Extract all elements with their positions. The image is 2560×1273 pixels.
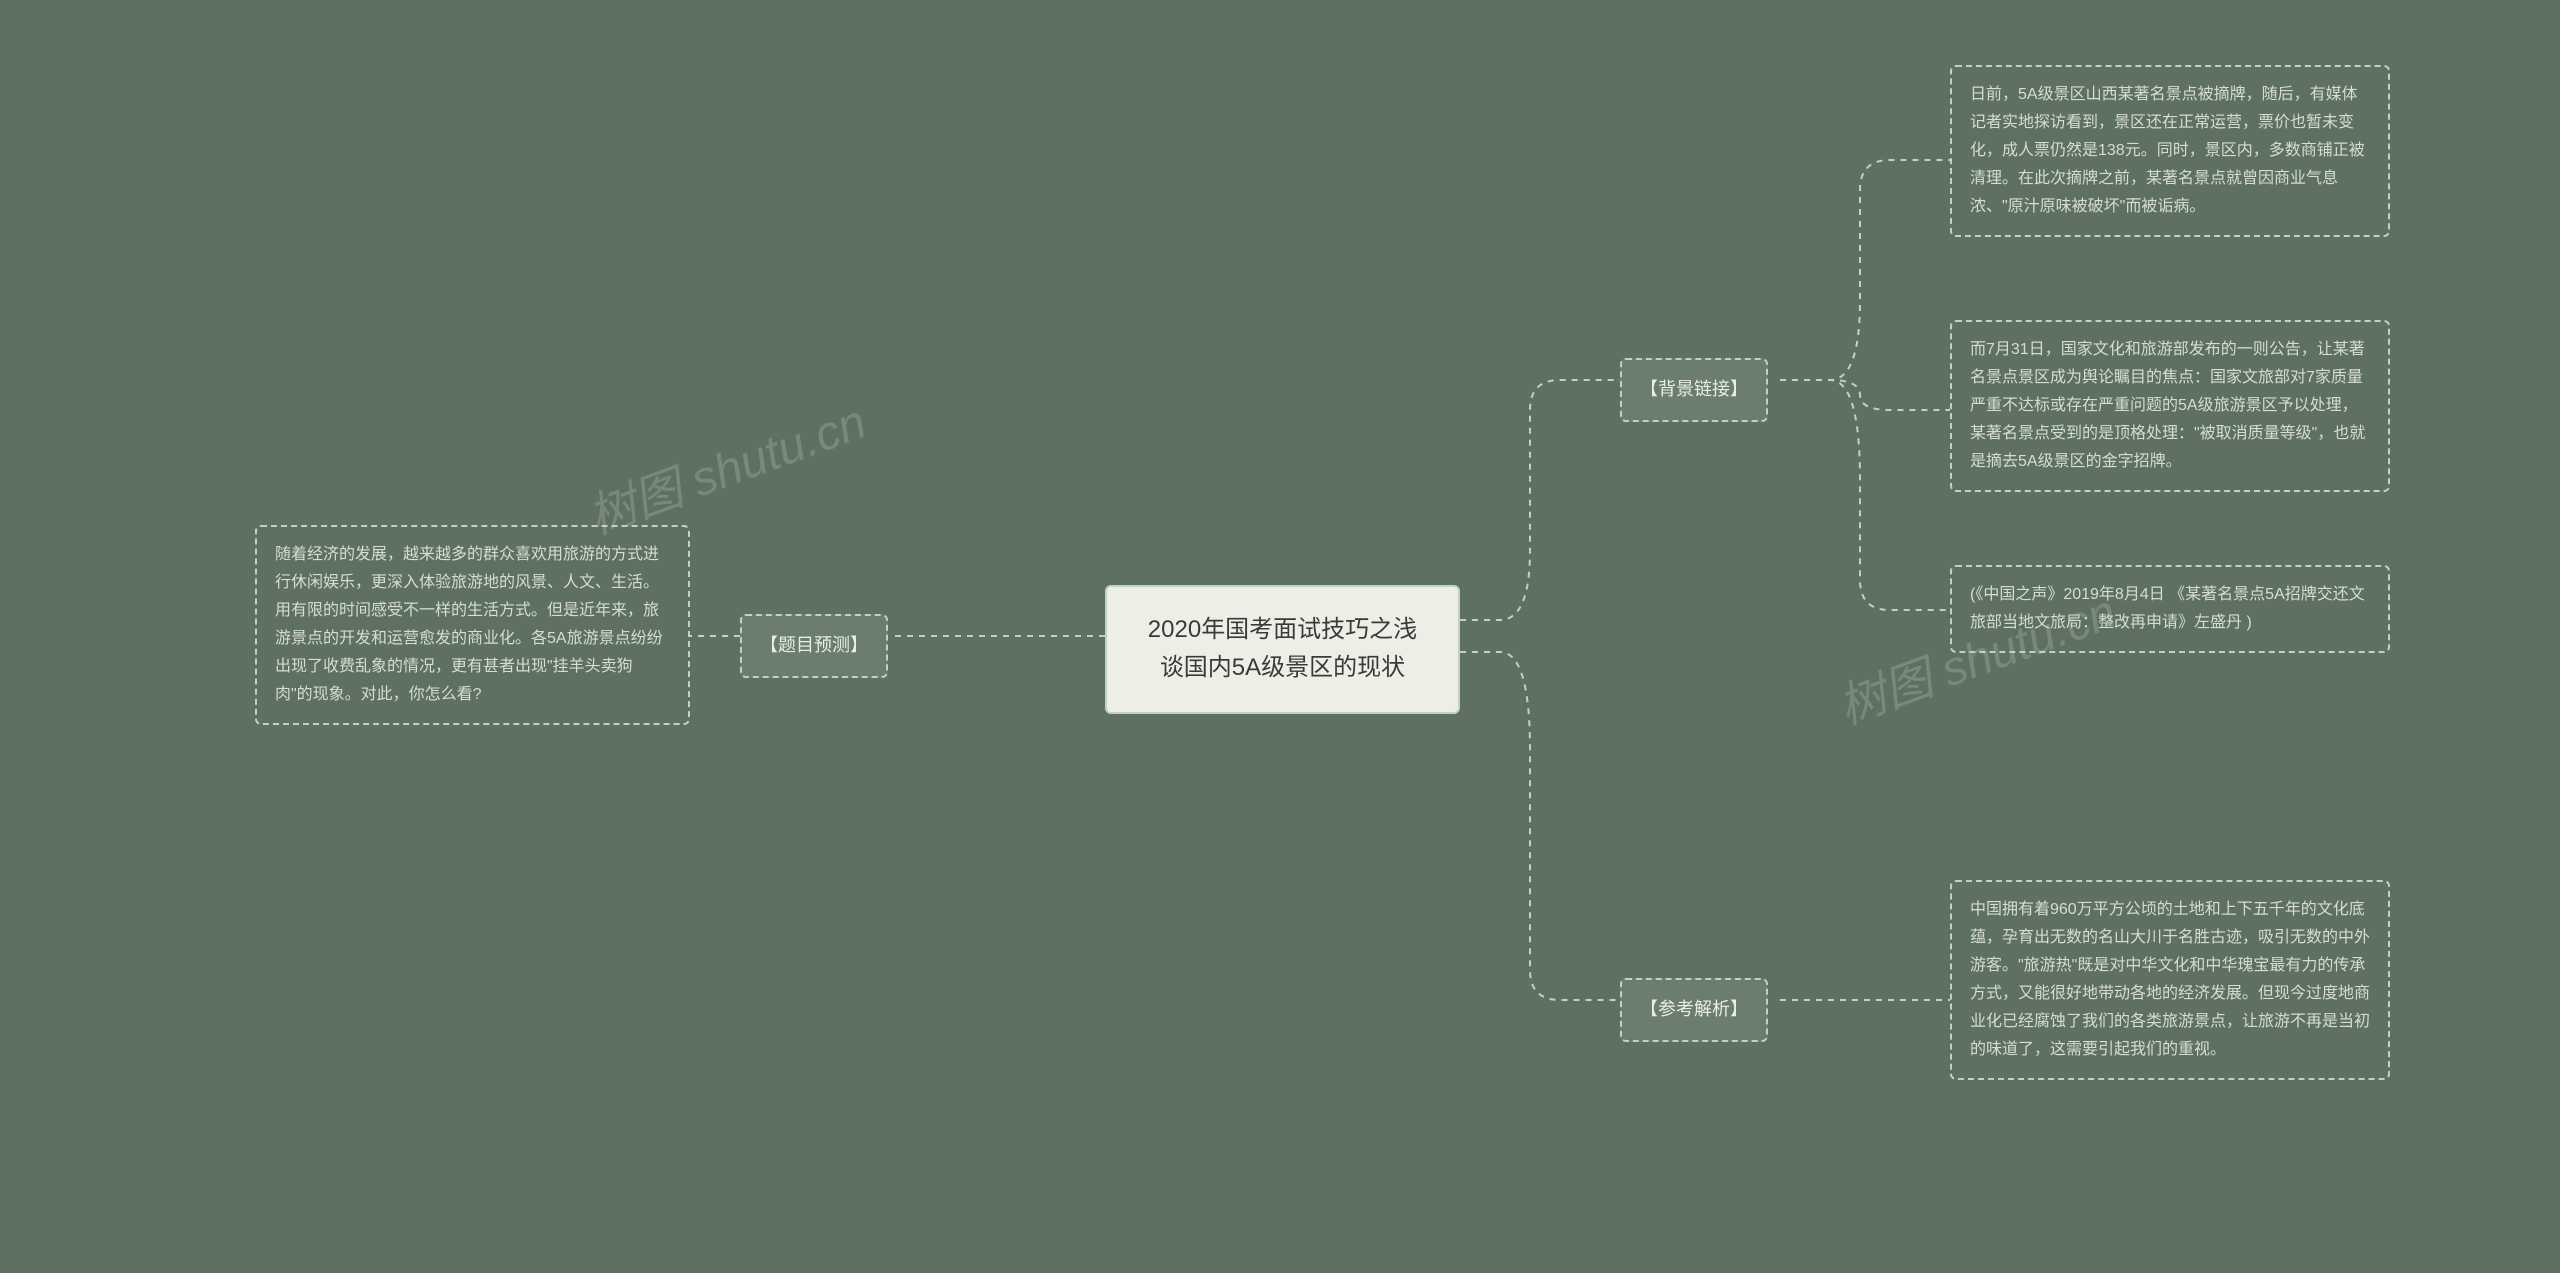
analysis-label: 【参考解析】 — [1640, 999, 1748, 1019]
analysis-content: 中国拥有着960万平方公顷的土地和上下五千年的文化底蕴，孕育出无数的名山大川于名… — [1970, 901, 2370, 1058]
background-item-2: 而7月31日，国家文化和旅游部发布的一则公告，让某著名景点景区成为舆论瞩目的焦点… — [1950, 320, 2390, 492]
watermark: 树图 shutu.cn — [577, 382, 874, 547]
center-node: 2020年国考面试技巧之浅 谈国内5A级景区的现状 — [1105, 585, 1460, 714]
background-item-3: (《中国之声》2019年8月4日 《某著名景点5A招牌交还文旅部当地文旅局：整改… — [1950, 565, 2390, 653]
prediction-label: 【题目预测】 — [760, 635, 868, 655]
background-label: 【背景链接】 — [1640, 379, 1748, 399]
analysis-label-node: 【参考解析】 — [1620, 978, 1768, 1042]
background-item-1-text: 日前，5A级景区山西某著名景点被摘牌，随后，有媒体记者实地探访看到，景区还在正常… — [1970, 86, 2365, 215]
background-item-1: 日前，5A级景区山西某著名景点被摘牌，随后，有媒体记者实地探访看到，景区还在正常… — [1950, 65, 2390, 237]
prediction-content: 随着经济的发展，越来越多的群众喜欢用旅游的方式进行休闲娱乐，更深入体验旅游地的风… — [275, 546, 663, 703]
prediction-label-node: 【题目预测】 — [740, 614, 888, 678]
background-label-node: 【背景链接】 — [1620, 358, 1768, 422]
analysis-content-node: 中国拥有着960万平方公顷的土地和上下五千年的文化底蕴，孕育出无数的名山大川于名… — [1950, 880, 2390, 1080]
background-item-3-text: (《中国之声》2019年8月4日 《某著名景点5A招牌交还文旅部当地文旅局：整改… — [1970, 586, 2365, 631]
prediction-content-node: 随着经济的发展，越来越多的群众喜欢用旅游的方式进行休闲娱乐，更深入体验旅游地的风… — [255, 525, 690, 725]
background-item-2-text: 而7月31日，国家文化和旅游部发布的一则公告，让某著名景点景区成为舆论瞩目的焦点… — [1970, 341, 2365, 470]
center-line-1: 2020年国考面试技巧之浅 — [1137, 611, 1428, 649]
center-line-2: 谈国内5A级景区的现状 — [1137, 649, 1428, 687]
